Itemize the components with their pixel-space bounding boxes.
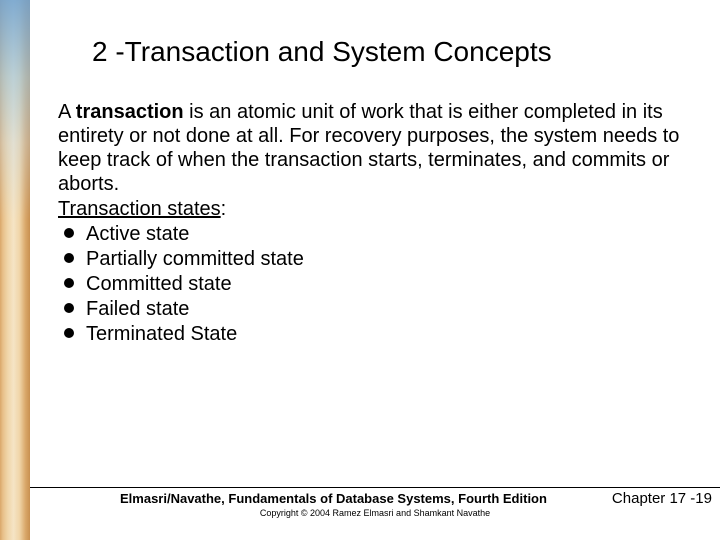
decorative-sidebar — [0, 0, 30, 540]
list-item-label: Terminated State — [86, 323, 237, 345]
footer-book: Elmasri/Navathe, Fundamentals of Databas… — [120, 491, 547, 506]
slide: 2 -Transaction and System Concepts A tra… — [0, 0, 720, 540]
para-lead-prefix: A — [58, 101, 76, 123]
intro-paragraph: A transaction is an atomic unit of work … — [58, 100, 680, 196]
states-heading-suffix: : — [221, 198, 227, 220]
list-item: Active state — [58, 222, 680, 247]
footer: Elmasri/Navathe, Fundamentals of Databas… — [30, 487, 720, 518]
list-item-label: Failed state — [86, 298, 189, 320]
list-item-label: Committed state — [86, 273, 232, 295]
list-item: Failed state — [58, 297, 680, 322]
footer-line-1: Elmasri/Navathe, Fundamentals of Databas… — [30, 490, 720, 507]
list-item: Partially committed state — [58, 247, 680, 272]
slide-body: A transaction is an atomic unit of work … — [58, 100, 680, 347]
list-item: Terminated State — [58, 322, 680, 347]
slide-title: 2 -Transaction and System Concepts — [92, 36, 680, 68]
states-heading-underlined: Transaction states — [58, 198, 221, 220]
footer-chapter: Chapter 17 -19 — [612, 490, 712, 507]
list-item-label: Active state — [86, 223, 189, 245]
states-heading: Transaction states: — [58, 197, 680, 221]
list-item: Committed state — [58, 272, 680, 297]
list-item-label: Partially committed state — [86, 248, 304, 270]
states-list: Active state Partially committed state C… — [58, 222, 680, 347]
footer-copyright: Copyright © 2004 Ramez Elmasri and Shamk… — [30, 508, 720, 518]
para-lead-bold: transaction — [76, 101, 184, 123]
